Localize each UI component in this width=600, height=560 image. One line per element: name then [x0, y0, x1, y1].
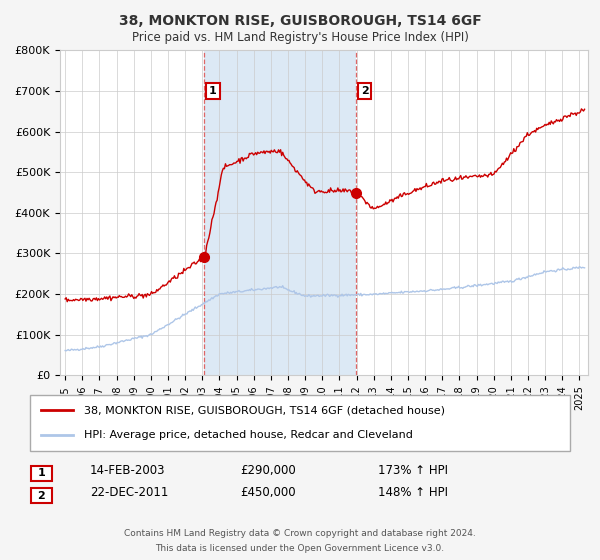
- Text: 2: 2: [361, 86, 368, 96]
- Text: 22-DEC-2011: 22-DEC-2011: [90, 486, 169, 500]
- Text: 173% ↑ HPI: 173% ↑ HPI: [378, 464, 448, 477]
- Text: £290,000: £290,000: [240, 464, 296, 477]
- Text: 1: 1: [209, 86, 217, 96]
- FancyBboxPatch shape: [30, 395, 570, 451]
- Text: This data is licensed under the Open Government Licence v3.0.: This data is licensed under the Open Gov…: [155, 544, 445, 553]
- Bar: [205, 50, 356, 375]
- Text: 148% ↑ HPI: 148% ↑ HPI: [378, 486, 448, 500]
- Text: Price paid vs. HM Land Registry's House Price Index (HPI): Price paid vs. HM Land Registry's House …: [131, 31, 469, 44]
- Text: 2: 2: [38, 491, 45, 501]
- Text: 14-FEB-2003: 14-FEB-2003: [90, 464, 166, 477]
- FancyBboxPatch shape: [31, 466, 52, 480]
- Text: £450,000: £450,000: [240, 486, 296, 500]
- Text: HPI: Average price, detached house, Redcar and Cleveland: HPI: Average price, detached house, Redc…: [84, 430, 413, 440]
- Text: Contains HM Land Registry data © Crown copyright and database right 2024.: Contains HM Land Registry data © Crown c…: [124, 529, 476, 538]
- Text: 38, MONKTON RISE, GUISBOROUGH, TS14 6GF (detached house): 38, MONKTON RISE, GUISBOROUGH, TS14 6GF …: [84, 405, 445, 416]
- Text: 38, MONKTON RISE, GUISBOROUGH, TS14 6GF: 38, MONKTON RISE, GUISBOROUGH, TS14 6GF: [119, 14, 481, 28]
- Text: 1: 1: [38, 468, 45, 478]
- FancyBboxPatch shape: [31, 488, 52, 503]
